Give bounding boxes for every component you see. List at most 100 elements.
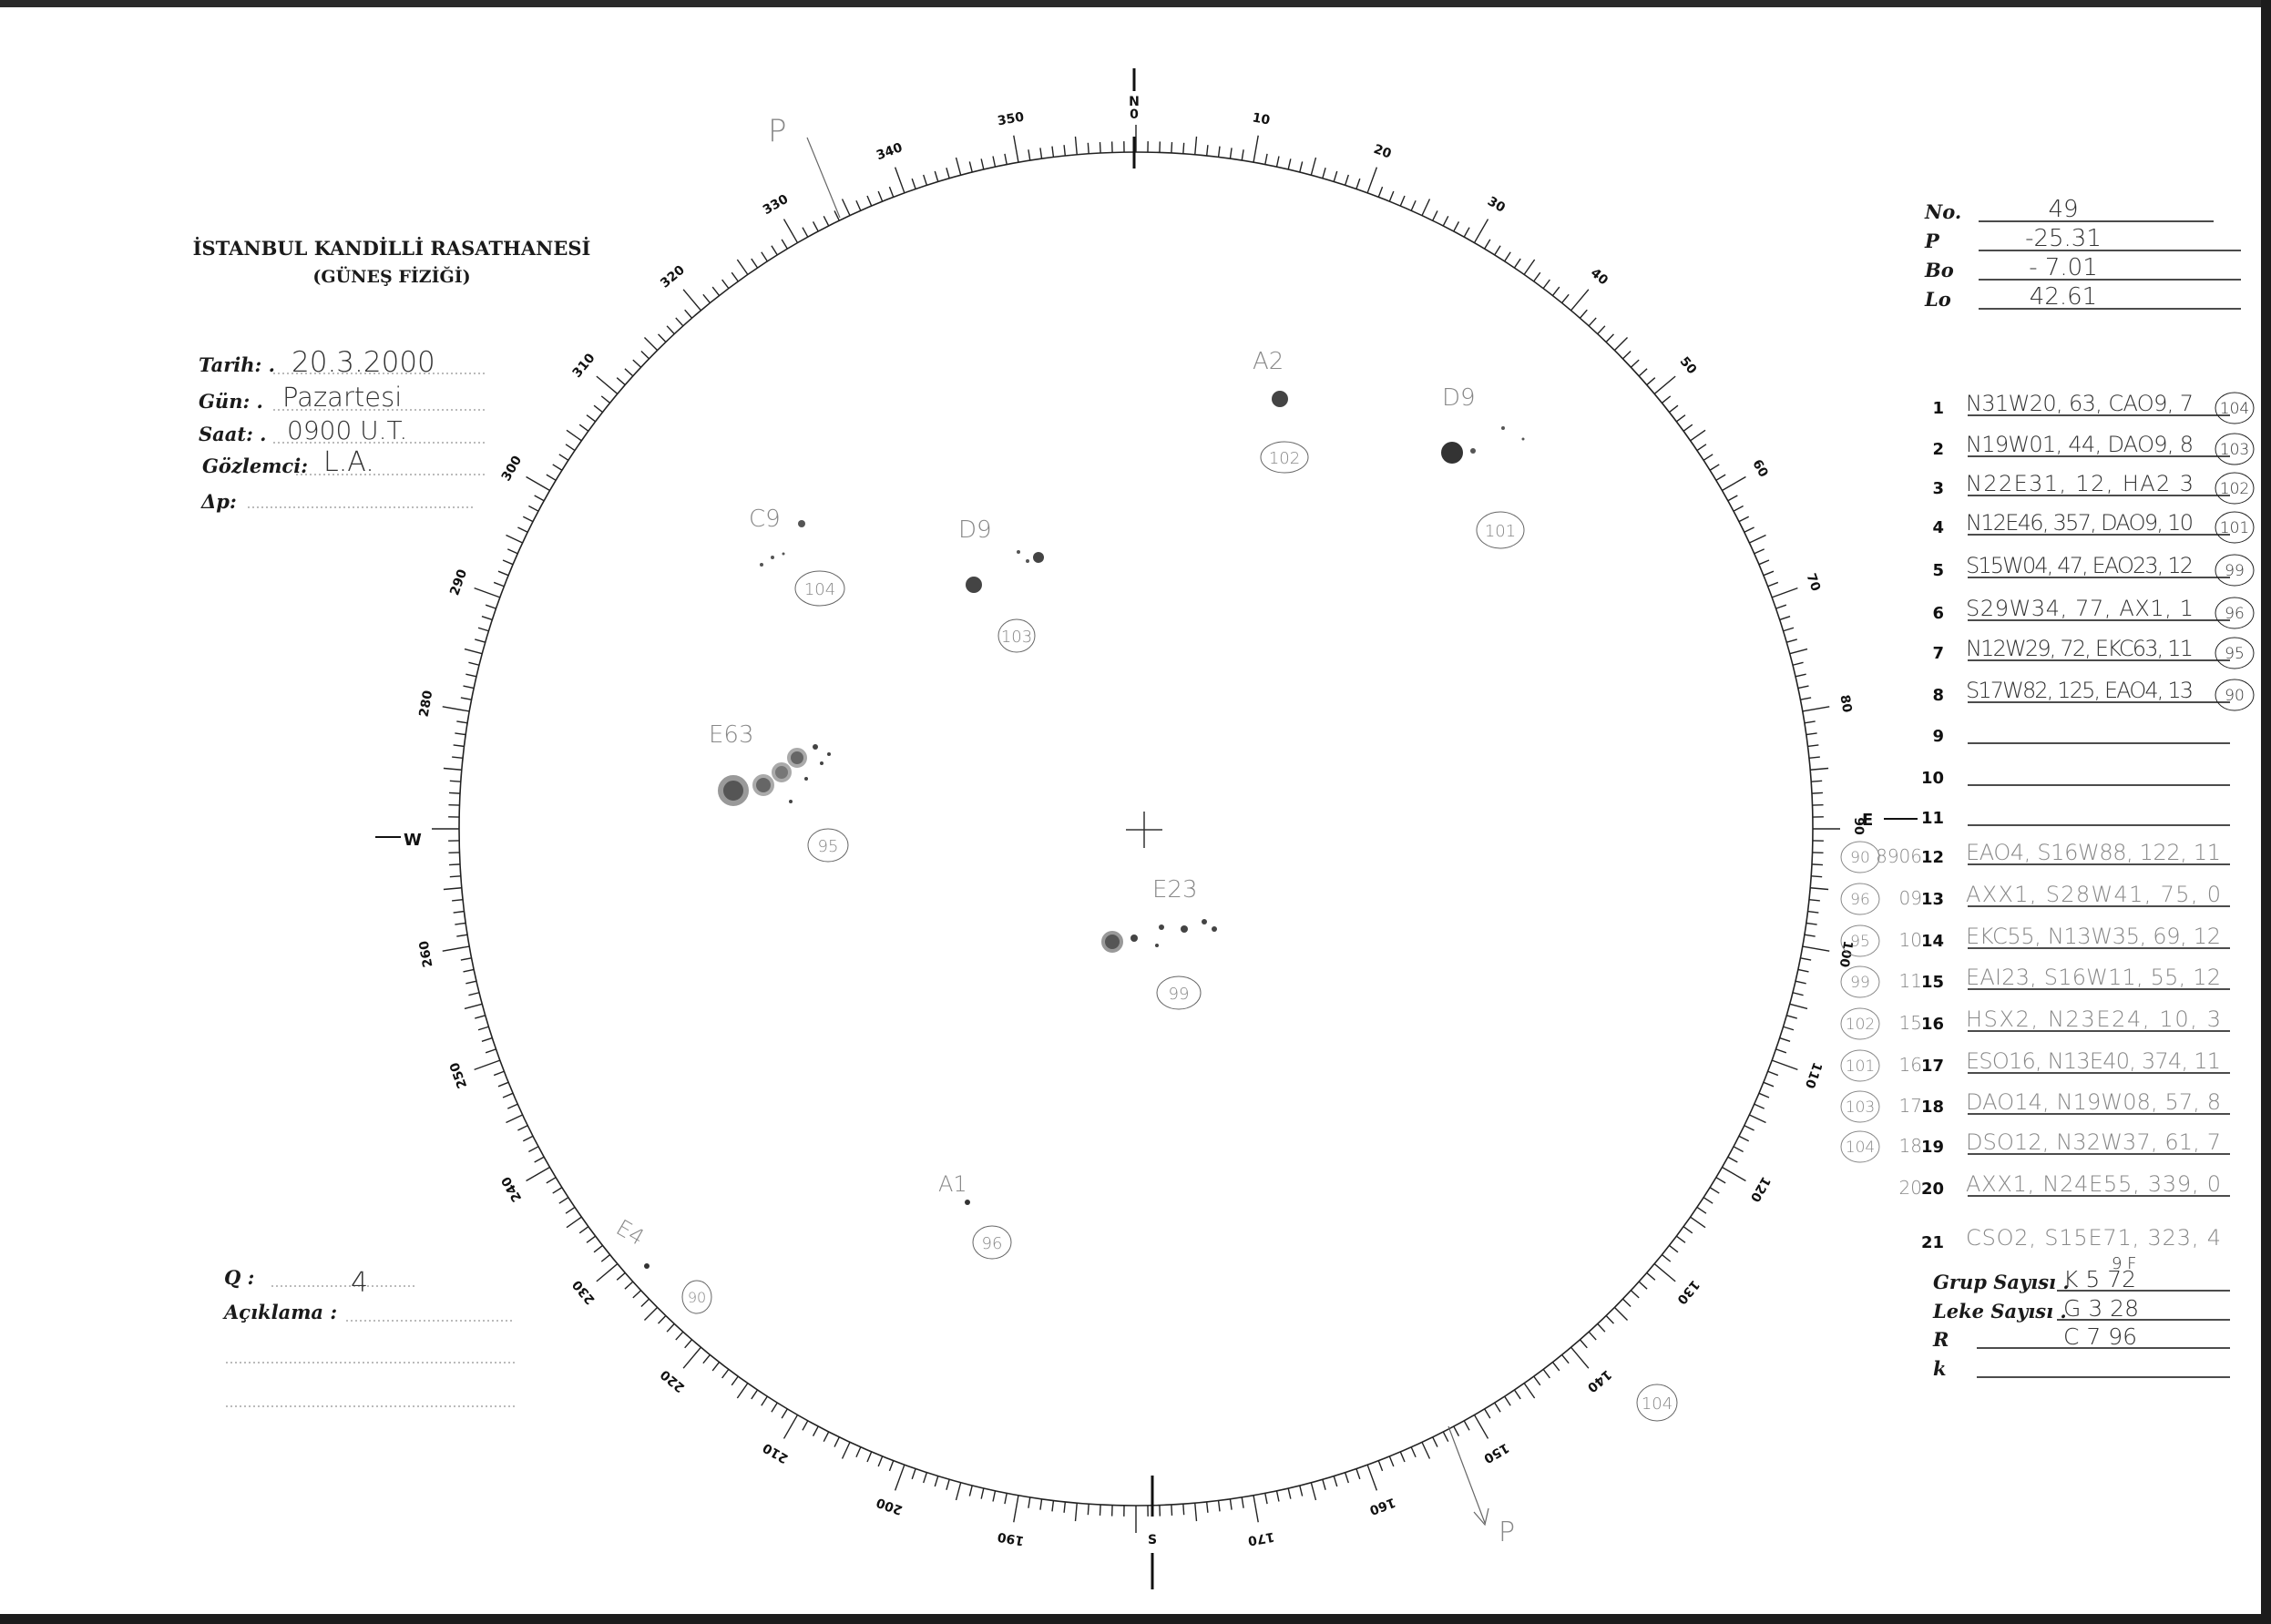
sunspot [966, 577, 982, 593]
sunspot [965, 1200, 970, 1205]
svg-text:95: 95 [818, 837, 839, 856]
degree-tick [658, 1314, 667, 1324]
degree-tick [968, 161, 973, 173]
degree-tick [1399, 195, 1406, 207]
degree-tick [1653, 1263, 1676, 1282]
row-number: 4 [1932, 518, 1944, 537]
degree-tick [1551, 286, 1560, 296]
group-entry: N12E46, 357, DAO9, 10 [1966, 510, 2194, 536]
degree-tick [1597, 325, 1606, 335]
degree-tick [1182, 142, 1185, 154]
degree-tick [866, 1451, 873, 1463]
degree-tick [1074, 1503, 1078, 1522]
degree-tick [1504, 1395, 1511, 1406]
row-note: 10 [1899, 929, 1922, 951]
group-row: 14 EKC55, N13W35, 69, 12 95 10 [1840, 924, 2230, 957]
degree-label: 340 [875, 140, 905, 163]
svg-text:D9: D9 [1442, 384, 1476, 412]
west-marker: W [375, 831, 422, 850]
north-marker: N 0 [1129, 68, 1140, 169]
group-row: 11 [1921, 809, 2230, 828]
svg-text:P: P [1499, 1517, 1515, 1548]
degree-tick [1366, 1464, 1378, 1491]
degree-tick [1579, 1339, 1588, 1349]
degree-tick [485, 604, 496, 609]
degree-tick [894, 1464, 905, 1491]
degree-tick [1087, 1504, 1089, 1516]
degree-tick [992, 1490, 997, 1502]
degree-tick [1605, 1314, 1614, 1324]
degree-tick [1638, 368, 1648, 377]
degree-tick [1087, 142, 1089, 154]
group-id: 99 [1850, 974, 1870, 992]
degree-tick [1533, 271, 1541, 282]
group-id: 104 [2220, 400, 2249, 418]
degree-tick [736, 1383, 749, 1399]
degree-tick [1473, 1415, 1489, 1439]
degree-tick [1421, 199, 1431, 216]
field-label: Tarih: . [199, 353, 275, 376]
degree-tick [1542, 1368, 1550, 1379]
param-value: -25.31 [2025, 225, 2102, 252]
sunspot [1033, 552, 1044, 563]
degree-tick [946, 1479, 950, 1490]
group-row: 15 EAI23, S16W11, 55, 12 99 11 [1840, 965, 2230, 998]
degree-tick [834, 210, 840, 221]
group-entry: S15W04, 47, EAO23, 12 [1966, 553, 2194, 578]
group-id-note: 104 [1636, 1384, 1678, 1422]
degree-tick [992, 156, 997, 168]
row-number: 14 [1921, 932, 1944, 951]
row-number: 13 [1921, 890, 1944, 909]
degree-tick [1738, 516, 1750, 523]
group-id: 101 [2220, 519, 2249, 537]
degree-tick [1063, 1501, 1067, 1513]
svg-text:N: N [1129, 95, 1140, 109]
degree-tick [464, 648, 483, 655]
degree-tick [534, 1156, 545, 1163]
degree-tick [1028, 149, 1031, 161]
degree-tick [1808, 898, 1820, 902]
group-id-circle [2215, 511, 2255, 544]
degree-tick [1333, 170, 1338, 182]
degree-tick [682, 1346, 701, 1369]
group-id-circle [1840, 1007, 1880, 1040]
degree-tick [1733, 505, 1744, 512]
group-row: 6 S29W34, 77, AX1, 1 96 [1932, 596, 2255, 629]
degree-tick [1690, 429, 1706, 442]
group-row: 10 [1921, 769, 2230, 788]
group-id: 103 [2220, 441, 2249, 459]
group-id-circle [1840, 1090, 1880, 1123]
group-row: 3 N22E31, 12, HA2 3 102 [1932, 471, 2255, 505]
degree-tick [1802, 706, 1830, 712]
count-value: G 3 28 [2063, 1295, 2139, 1322]
degree-tick [475, 1015, 486, 1019]
degree-tick [1051, 146, 1055, 158]
degree-tick [812, 1425, 819, 1436]
degree-tick [1194, 136, 1198, 155]
degree-tick [980, 1487, 985, 1499]
degree-tick [1763, 1081, 1775, 1088]
degree-tick [586, 1235, 597, 1243]
degree-tick [1638, 1281, 1648, 1290]
svg-text:A1: A1 [938, 1171, 967, 1197]
svg-text:101: 101 [1485, 522, 1516, 541]
arrow-icon [1473, 1507, 1489, 1527]
degree-tick [1287, 158, 1292, 170]
param-label: No. [1924, 200, 1961, 223]
group-id: 96 [2225, 605, 2245, 623]
remarks-field: Açıklama : [222, 1301, 515, 1407]
row-number: 5 [1932, 561, 1944, 580]
degree-tick [528, 1146, 539, 1153]
row-number: 7 [1932, 644, 1944, 663]
degree-tick [502, 559, 514, 566]
row-number: 8 [1932, 686, 1944, 705]
group-id: 102 [1846, 1016, 1875, 1034]
degree-label: 210 [761, 1440, 792, 1466]
degree-tick [1797, 685, 1809, 689]
svg-text:90: 90 [1851, 817, 1866, 835]
degree-tick [493, 581, 505, 587]
sunspot [1272, 391, 1288, 407]
field-value: Pazartesi [282, 382, 402, 413]
degree-tick [1241, 149, 1244, 161]
